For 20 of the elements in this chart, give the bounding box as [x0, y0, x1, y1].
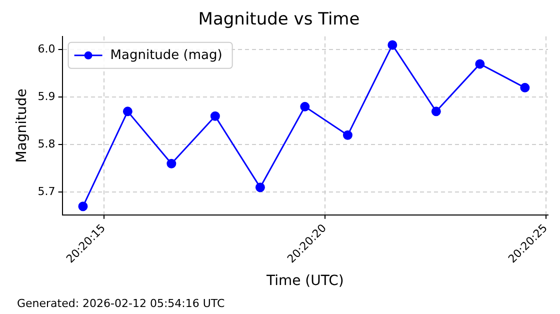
text: Generated: 2026-02-12 05:54:16 UTC	[17, 297, 225, 310]
point	[388, 40, 398, 50]
point	[210, 111, 220, 121]
point	[342, 130, 352, 140]
point	[78, 202, 88, 212]
legend-label: Magnitude (mag)	[110, 48, 222, 63]
point	[166, 158, 176, 168]
y-axis-title: Magnitude	[14, 88, 30, 163]
y-tick-label: 5.9	[38, 90, 56, 104]
y-tick-label: 5.8	[38, 138, 56, 151]
point	[255, 182, 265, 192]
x-axis-title: Time (UTC)	[265, 273, 344, 290]
point	[431, 106, 441, 116]
point	[122, 106, 132, 116]
y-tick-label: 5.7	[38, 185, 56, 198]
point	[300, 102, 310, 112]
y-tick-label: 6.0	[38, 42, 56, 56]
point	[520, 82, 530, 92]
chart-title: Magnitude vs Time	[198, 10, 360, 30]
point	[475, 59, 485, 69]
